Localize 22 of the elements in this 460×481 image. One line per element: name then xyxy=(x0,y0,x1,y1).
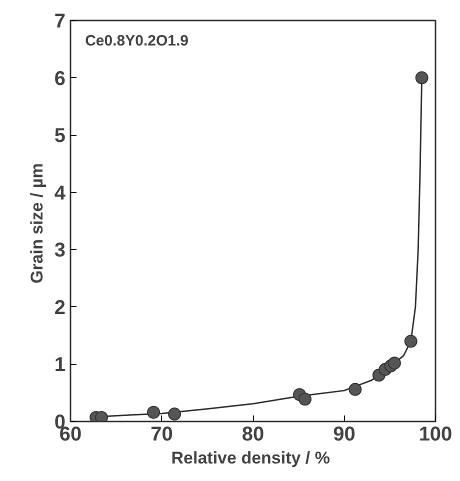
point xyxy=(348,382,362,396)
y-tick-label: 2 xyxy=(54,296,66,319)
x-tick-label: 100 xyxy=(418,424,452,446)
x-tick-label: 80 xyxy=(242,424,264,446)
y-tick-label: 5 xyxy=(54,125,66,148)
y-tick-label: 7 xyxy=(54,10,66,32)
point xyxy=(95,411,108,422)
y-tick-label: 4 xyxy=(54,182,66,204)
x-tick-label: 90 xyxy=(333,424,356,446)
annotation: Ce0.8Y0.2O1.9 xyxy=(85,32,189,50)
y-axis-title: Grain size / µm xyxy=(27,163,46,284)
y-tick-label: 6 xyxy=(54,68,66,90)
point xyxy=(147,406,160,419)
y-tick-label: 3 xyxy=(54,240,66,262)
point xyxy=(168,408,182,421)
y-tick-label: 1 xyxy=(54,354,66,376)
point xyxy=(404,334,418,348)
x-axis-title: Relative density / % xyxy=(171,448,330,468)
point xyxy=(415,71,428,84)
point xyxy=(388,356,401,370)
x-tick-label: 70 xyxy=(150,424,173,446)
point xyxy=(298,392,312,406)
